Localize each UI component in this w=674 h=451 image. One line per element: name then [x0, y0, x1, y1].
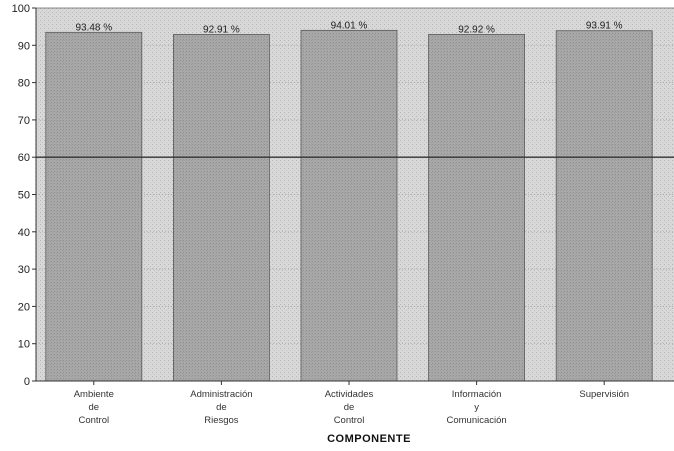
bar: [172, 34, 270, 382]
axes: [32, 7, 674, 385]
bar: [300, 29, 398, 382]
x-tick-label-line: Ambiente: [74, 389, 114, 400]
bar: [428, 34, 526, 382]
y-tick-label: 0: [24, 376, 30, 388]
x-tick-label-line: de: [344, 402, 355, 413]
x-tick-label-line: Control: [334, 415, 365, 426]
y-tick-label: 40: [18, 227, 30, 239]
x-tick-label-line: y: [474, 402, 479, 413]
x-tick-label: Actividades de Control: [325, 389, 374, 426]
y-tick-label: 70: [18, 115, 30, 127]
data-label: 93.48 %: [75, 22, 112, 33]
y-tick-label: 80: [18, 78, 30, 90]
bar: [555, 30, 653, 382]
bar: [45, 31, 143, 382]
y-tick-label: 50: [18, 190, 30, 202]
x-tick-label-line: Información: [452, 389, 502, 400]
data-label: 93.91 %: [586, 21, 623, 32]
x-axis-title: COMPONENTE: [327, 433, 411, 445]
x-tick-label-line: de: [216, 402, 227, 413]
x-tick-label: Administración de Riesgos: [190, 389, 252, 426]
x-tick-label-line: Supervisión: [579, 389, 629, 400]
y-tick-label: 10: [18, 339, 30, 351]
x-tick-label-line: Administración: [190, 389, 252, 400]
x-tick-label-line: de: [89, 402, 100, 413]
x-tick-label: Ambiente de Control: [74, 389, 114, 426]
bars: [45, 29, 653, 382]
data-label: 92.92 %: [458, 24, 495, 35]
labels: 0 10 20 30 40 50 60 70 80 90 100 93.48 % Ambiente de C…: [12, 3, 629, 426]
y-tick-label: 90: [18, 40, 30, 52]
x-tick-label-line: Actividades: [325, 389, 374, 400]
y-tick-label: 60: [18, 152, 30, 164]
y-tick-label: 30: [18, 264, 30, 276]
data-label: 94.01 %: [331, 20, 368, 31]
x-tick-label: Supervisión: [579, 389, 629, 400]
x-tick-label-line: Riesgos: [204, 415, 239, 426]
data-label: 92.91 %: [203, 24, 240, 35]
y-tick-label: 100: [12, 3, 30, 15]
x-tick-label-line: Control: [78, 415, 109, 426]
x-tick-label-line: Comunicación: [446, 415, 506, 426]
x-tick-label: Información y Comunicación: [446, 389, 506, 426]
y-tick-label: 20: [18, 301, 30, 313]
